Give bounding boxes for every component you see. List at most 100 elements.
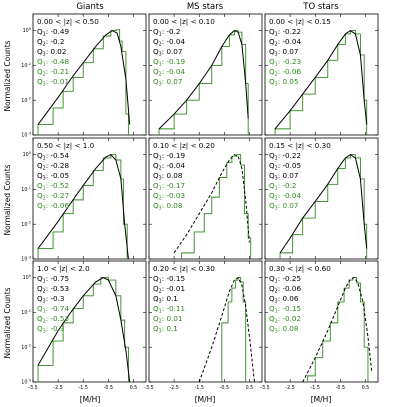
- model-curve-series: [279, 153, 368, 254]
- column-title-giants: Giants: [76, 2, 104, 12]
- quartile-black-3: Q3: 0.1: [153, 294, 178, 305]
- x-tick-label: -1.5: [195, 385, 204, 391]
- z-range-label: 0.00 < |z| < 0.10: [153, 17, 215, 26]
- panel-frame: [264, 137, 379, 260]
- histogram-series: [279, 154, 368, 259]
- panel-frame: [32, 137, 147, 260]
- y-tick-label: 10-1: [21, 186, 31, 193]
- quartile-black-1: Q1: -0.19: [153, 151, 185, 162]
- histogram-series: [37, 277, 129, 382]
- quartile-black-3: Q3: -0.3: [37, 294, 64, 305]
- quartile-green-2: Q2: -0.53: [37, 314, 69, 325]
- panel-frame: [264, 13, 379, 136]
- z-range-label: 0.50 < |z| < 1.0: [37, 141, 95, 150]
- y-tick-label: 10-1: [21, 309, 31, 316]
- quartile-green-1: Q1: -0.52: [37, 181, 69, 192]
- quartile-black-1: Q1: -0.22: [269, 151, 301, 162]
- z-range-label: 0.00 < |z| < 0.15: [269, 17, 331, 26]
- quartile-green-1: Q1: -0.17: [153, 181, 185, 192]
- quartile-green-3: Q3: 0.07: [153, 77, 182, 88]
- quartile-black-3: Q3: 0.08: [153, 171, 183, 182]
- quartile-black-2: Q2: -0.01: [153, 284, 185, 295]
- x-tick-label: -2.5: [169, 385, 178, 391]
- quartile-black-2: Q2: -0.04: [153, 161, 185, 172]
- model-curve-series: [302, 276, 373, 382]
- quartile-green-3: Q3: -0.06: [37, 201, 69, 212]
- quartile-green-2: Q2: -0.21: [37, 67, 69, 78]
- quartile-green-1: Q1: -0.48: [37, 57, 69, 68]
- quartile-black-1: Q1: -0.15: [153, 274, 185, 285]
- quartile-green-1: Q1: -0.19: [153, 57, 185, 68]
- y-tick-label: 10-1: [21, 62, 31, 69]
- y-tick-label: 10-2: [21, 344, 31, 351]
- x-tick-label: -1.5: [79, 385, 88, 391]
- x-tick-label: -0.5: [336, 385, 345, 391]
- x-tick-label: 0.5: [130, 385, 138, 391]
- quartile-black-2: Q2: -0.04: [269, 37, 301, 48]
- model-curve-series: [37, 30, 131, 125]
- panel-frame: [32, 13, 147, 136]
- column-title-to-stars: TO stars: [302, 2, 339, 12]
- panel-frame: [148, 137, 263, 260]
- quartile-green-2: Q2: -0.06: [269, 67, 301, 78]
- quartile-black-2: Q2: -0.53: [37, 284, 69, 295]
- quartile-green-1: Q1: -0.11: [153, 304, 185, 315]
- y-axis-label-row-3: Normalized Counts: [3, 287, 12, 358]
- column-title-ms-stars: MS stars: [187, 2, 224, 12]
- quartile-green-1: Q1: -0.15: [269, 304, 301, 315]
- quartile-black-1: Q1: -0.2: [153, 27, 180, 38]
- x-tick-label: -3.5: [260, 385, 269, 391]
- panel-frame: [148, 260, 263, 383]
- quartile-black-3: Q3: 0.07: [269, 171, 298, 182]
- quartile-black-1: Q1: -0.75: [37, 274, 69, 285]
- quartile-green-2: Q2: -0.03: [153, 191, 185, 202]
- quartile-black-1: Q1: -0.54: [37, 151, 69, 162]
- quartile-black-3: Q3: 0.02: [37, 47, 66, 58]
- model-curve-series: [274, 29, 368, 130]
- model-curve-series: [198, 276, 255, 382]
- z-range-label: 0.10 < |z| < 0.20: [153, 141, 215, 150]
- z-range-label: 0.30 < |z| < 0.60: [269, 264, 331, 273]
- histogram-series: [158, 30, 249, 135]
- quartile-green-1: Q1: -0.2: [269, 181, 296, 192]
- y-tick-label: 10-3: [21, 378, 31, 385]
- y-tick-label: 10-2: [21, 221, 31, 228]
- quartile-black-1: Q1: -0.49: [37, 27, 69, 38]
- model-curve-series: [37, 153, 129, 259]
- y-axis-label-row-1: Normalized Counts: [3, 40, 12, 111]
- quartile-black-3: Q3: 0.06: [269, 294, 299, 305]
- x-axis-label-to: [M/H]: [311, 395, 332, 404]
- quartile-green-3: Q3: 0.05: [269, 77, 298, 88]
- quartile-black-3: Q3: -0.05: [37, 171, 69, 182]
- quartile-green-2: Q2: -0.02: [269, 314, 301, 325]
- y-tick-label: 10-3: [21, 131, 31, 138]
- z-range-label: 0.20 < |z| < 0.30: [153, 264, 215, 273]
- x-tick-label: 0.5: [246, 385, 254, 391]
- model-curve-series: [158, 30, 249, 130]
- quartile-black-2: Q2: -0.05: [269, 161, 301, 172]
- quartile-green-2: Q2: -0.04: [269, 191, 301, 202]
- quartile-black-2: Q2: -0.2: [37, 37, 64, 48]
- y-axis-label-row-2: Normalized Counts: [3, 164, 12, 235]
- y-tick-label: 10-2: [21, 97, 31, 104]
- histogram-series: [181, 154, 252, 259]
- panel-r2-c1: 100 10-1 10-2 10-3 0.50 < |z| < 1.0Q1: -0.54…: [21, 137, 147, 263]
- x-axis-labels: [M/H] [M/H] [M/H]: [80, 395, 332, 404]
- x-tick-label: -2.5: [285, 385, 294, 391]
- panel-r3-c3: -3.5 -2.5 -1.5 -0.5 0.50.30 < |z| < 0.60Q1: …: [260, 260, 379, 391]
- quartile-black-2: Q2: -0.04: [153, 37, 185, 48]
- quartile-green-3: Q3: -0.3: [37, 324, 64, 335]
- x-tick-label: -1.5: [311, 385, 320, 391]
- y-tick-label: 100: [23, 274, 32, 281]
- x-tick-label: -0.5: [104, 385, 113, 391]
- x-tick-label: -0.5: [220, 385, 229, 391]
- quartile-black-3: Q3: 0.07: [153, 47, 182, 58]
- quartile-black-2: Q2: -0.06: [269, 284, 301, 295]
- x-tick-label: -3.5: [144, 385, 153, 391]
